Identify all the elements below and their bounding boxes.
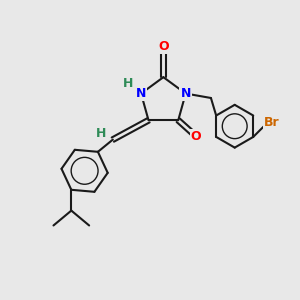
Text: H: H xyxy=(96,127,106,140)
Text: O: O xyxy=(158,40,169,53)
Text: O: O xyxy=(191,130,201,143)
Text: N: N xyxy=(181,87,191,100)
Text: H: H xyxy=(122,76,133,90)
Text: N: N xyxy=(136,87,146,100)
Text: Br: Br xyxy=(264,116,280,129)
